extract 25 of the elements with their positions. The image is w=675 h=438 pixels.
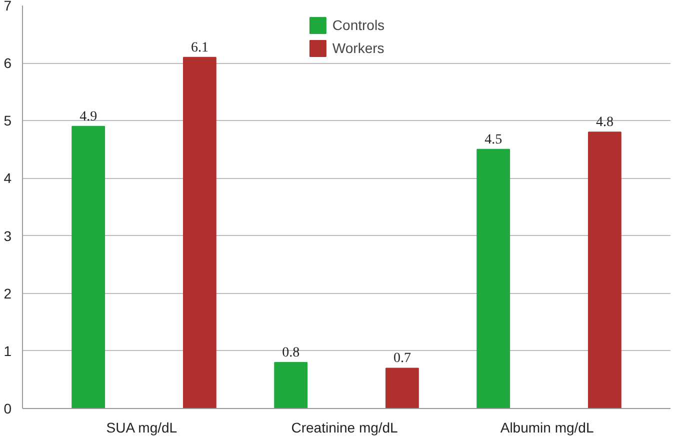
x-tick-label: SUA mg/dL — [106, 420, 178, 436]
y-tick-label: 4 — [4, 170, 12, 186]
data-label: 0.8 — [282, 345, 300, 360]
data-label: 6.1 — [190, 40, 208, 56]
x-tick-label: Albumin mg/dL — [500, 420, 594, 436]
bar — [274, 362, 308, 408]
y-tick-label: 3 — [4, 228, 12, 244]
y-tick-label: 5 — [4, 112, 12, 129]
legend-label: Workers — [332, 40, 384, 56]
bar — [72, 126, 106, 408]
y-tick-label: 2 — [4, 285, 12, 302]
y-tick-label: 7 — [4, 0, 12, 14]
x-tick-label: Creatinine mg/dL — [291, 420, 398, 436]
data-label: 4.5 — [484, 132, 502, 148]
legend-label: Controls — [332, 17, 385, 33]
bar — [385, 368, 419, 408]
y-tick-label: 6 — [4, 55, 12, 72]
data-label: 4.8 — [596, 115, 614, 130]
bar — [182, 56, 216, 408]
y-tick-label: 1 — [4, 342, 12, 359]
data-label: 0.7 — [393, 351, 411, 366]
bar — [476, 148, 510, 408]
data-label: 4.9 — [80, 109, 98, 124]
y-tick-label: 0 — [4, 400, 12, 416]
bar — [588, 132, 622, 408]
